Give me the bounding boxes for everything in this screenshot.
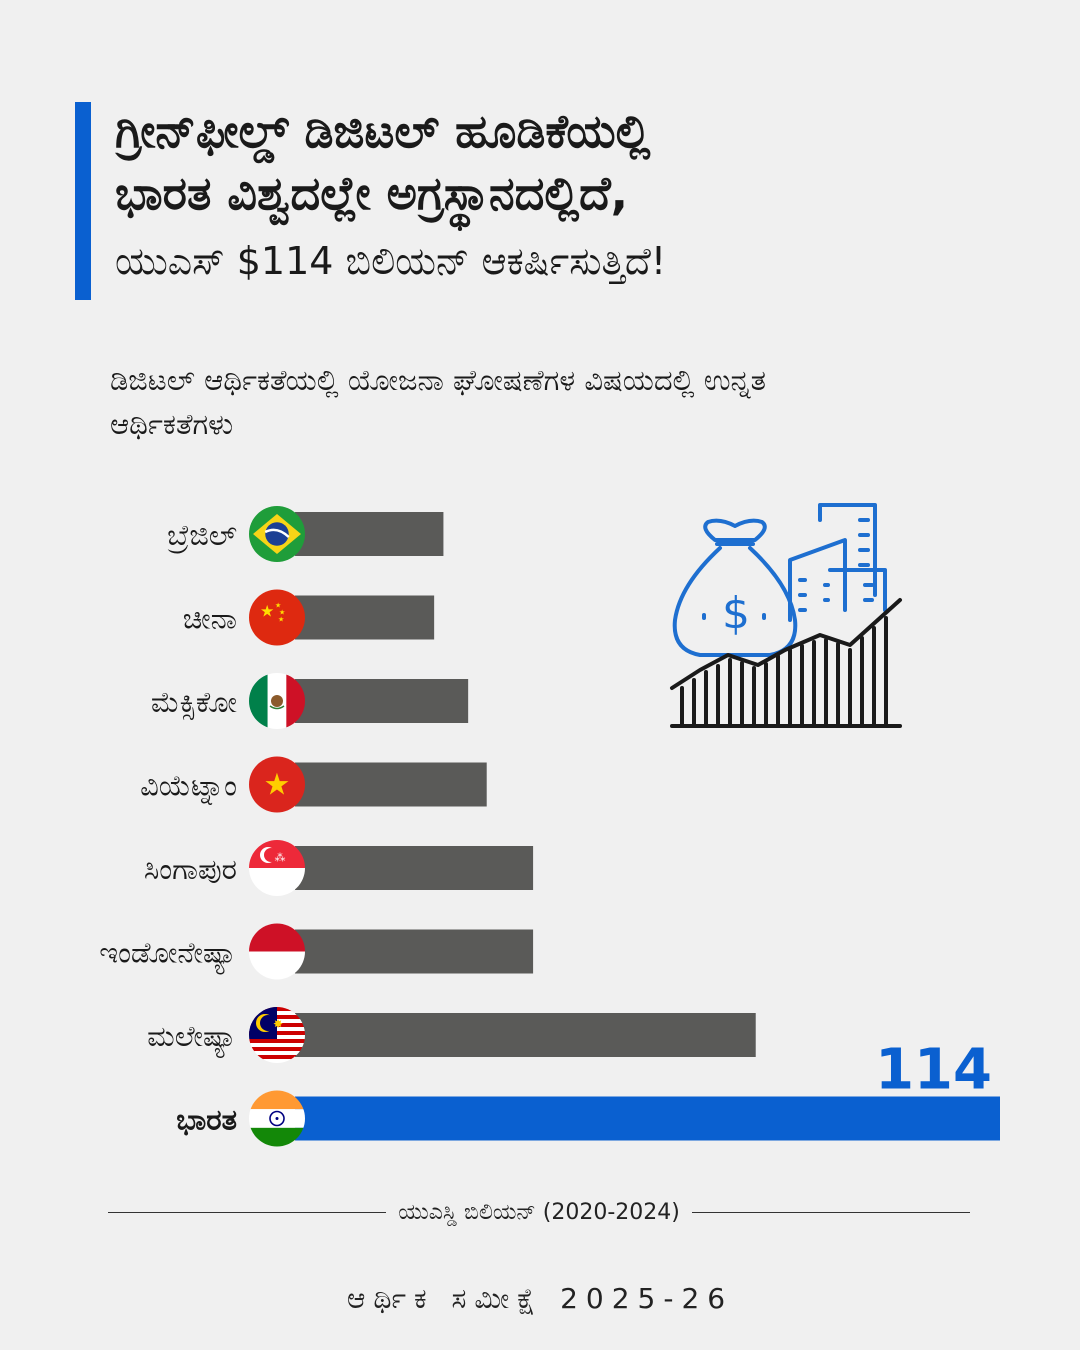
mexico-flag: [249, 673, 305, 729]
category-label: ಮಲೇಷ್ಯಾ: [147, 1019, 237, 1059]
malaysia-flag: ✸: [249, 1007, 305, 1063]
bar-row-china: ★ ★★★ಚೀನಾ: [183, 589, 435, 646]
unit-divider-right: [691, 1211, 971, 1213]
india-flag: [249, 1090, 305, 1147]
bar-vietnam: [295, 762, 487, 807]
brazil-flag: [249, 506, 305, 562]
category-label: ಸಿಂಗಾಪುರ: [144, 852, 237, 886]
vietnam-flag: ★: [249, 756, 305, 813]
value-label-highlight: 114: [875, 1038, 992, 1103]
singapore-flag: ⁂: [249, 840, 305, 896]
indonesia-flag: [249, 923, 305, 980]
svg-text:⁂: ⁂: [275, 851, 286, 864]
bar-singapore: [295, 846, 534, 890]
bar-row-malaysia: ✸ ಮಲೇಷ್ಯಾ: [147, 1007, 756, 1063]
bar-row-brazil: ಬ್ರೆಜಿಲ್: [167, 506, 444, 562]
svg-text:$: $: [722, 588, 750, 639]
unit-row: ಯುಎಸ್ಡಿ ಬಿಲಿಯನ್ (2020-2024): [108, 1192, 971, 1232]
bar-row-mexico: ಮೆಕ್ಸಿಕೋ: [151, 673, 469, 729]
bar-india: [295, 1096, 1000, 1141]
bar-row-indonesia: ಇಂಡೋನೇಷ್ಯಾ: [99, 923, 534, 980]
bar-row-india: ಭಾರತ 114: [176, 1038, 1000, 1147]
category-label: ಚೀನಾ: [183, 602, 237, 636]
unit-label: ಯುಎಸ್ಡಿ ಬಿಲಿಯನ್ (2020-2024): [398, 1199, 680, 1225]
china-flag: ★ ★★★: [249, 589, 305, 646]
bar-china: [295, 595, 435, 640]
svg-text:★: ★: [260, 602, 274, 621]
bar-indonesia: [295, 929, 534, 974]
category-label: ಇಂಡೋನೇಷ್ಯಾ: [99, 936, 237, 976]
category-label: ಬ್ರೆಜಿಲ್: [167, 518, 237, 553]
svg-text:★: ★: [279, 609, 285, 617]
bar-brazil: [295, 512, 444, 556]
bar-chart: ಬ್ರೆಜಿಲ್★ ★★★ಚೀನಾಮೆಕ್ಸಿಕೋ★ವಿಯೆಟ್ನಾಂ⁂ಸಿಂಗಾ…: [99, 506, 1000, 1147]
title: ಗ್ರೀನ್‌ಫೀಲ್ಡ್ ಡಿಜಿಟಲ್ ಹೂಡಿಕೆಯಲ್ಲಿ ಭಾರತ ವ…: [115, 100, 975, 294]
svg-text:★: ★: [275, 602, 281, 610]
bar-malaysia: [295, 1013, 756, 1057]
unit-divider-left: [108, 1211, 387, 1213]
bar-mexico: [295, 679, 469, 723]
title-line-3: ಯುಎಸ್ $114 ಬಿಲಿಯನ್ ಆಕರ್ಷಿಸುತ್ತಿದೆ!: [115, 239, 667, 283]
category-label: ಮೆಕ್ಸಿಕೋ: [151, 685, 238, 720]
money-bag-city-growth-icon: $: [670, 503, 902, 728]
bar-row-singapore: ⁂ ಸಿಂಗಾಪುರ: [144, 840, 534, 896]
title-accent-bar: [75, 102, 91, 300]
footer-source: ಆರ್ಥಿಕ ಸಮೀಕ್ಷೆ 2025-26: [346, 1282, 734, 1315]
title-line-1: ಗ್ರೀನ್‌ಫೀಲ್ಡ್ ಡಿಜಿಟಲ್ ಹೂಡಿಕೆಯಲ್ಲಿ: [115, 104, 651, 158]
bar-row-vietnam: ★ ವಿಯೆಟ್ನಾಂ: [140, 756, 487, 813]
svg-text:★: ★: [278, 616, 284, 624]
category-label: ವಿಯೆಟ್ನಾಂ: [140, 769, 237, 806]
svg-text:✸: ✸: [273, 1017, 283, 1031]
category-label: ಭಾರತ: [176, 1103, 237, 1137]
svg-text:★: ★: [264, 768, 291, 803]
title-line-2: ಭಾರತ ವಿಶ್ವದಲ್ಲೇ ಅಗ್ರಸ್ಥಾನದಲ್ಲಿದೆ,: [115, 166, 629, 220]
chart-subtitle: ಡಿಜಿಟಲ್ ಆರ್ಥಿಕತೆಯಲ್ಲಿ ಯೋಜನಾ ಘೋಷಣೆಗಳ ವಿಷಯ…: [110, 363, 766, 441]
